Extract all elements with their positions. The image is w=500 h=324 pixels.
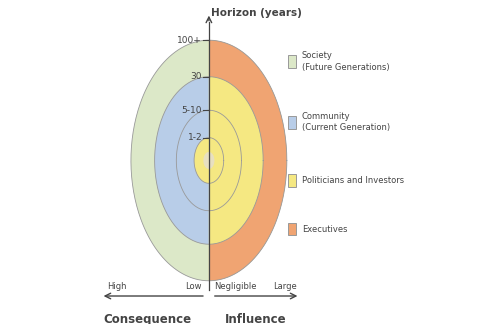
FancyBboxPatch shape: [288, 223, 296, 236]
Text: Horizon (years): Horizon (years): [212, 8, 302, 18]
Polygon shape: [154, 77, 209, 244]
Polygon shape: [209, 110, 242, 211]
Polygon shape: [176, 110, 209, 211]
FancyBboxPatch shape: [288, 174, 296, 187]
Text: Community
(Current Generation): Community (Current Generation): [302, 112, 390, 133]
Text: Politicians and Investors: Politicians and Investors: [302, 176, 404, 185]
Text: 30: 30: [190, 72, 202, 81]
Text: Society
(Future Generations): Society (Future Generations): [302, 52, 390, 72]
Text: 1-2: 1-2: [188, 133, 202, 142]
Polygon shape: [209, 40, 287, 281]
Text: Low: Low: [185, 283, 202, 292]
FancyBboxPatch shape: [288, 55, 296, 68]
Polygon shape: [209, 77, 263, 244]
Text: 5-10: 5-10: [182, 106, 202, 115]
Text: 100+: 100+: [178, 36, 202, 45]
Polygon shape: [194, 138, 224, 183]
Polygon shape: [131, 40, 287, 281]
Polygon shape: [204, 152, 214, 169]
Text: High: High: [107, 283, 126, 292]
Text: Large: Large: [274, 283, 297, 292]
Text: Influence: Influence: [226, 313, 287, 324]
Text: Consequence: Consequence: [104, 313, 192, 324]
Text: Negligible: Negligible: [214, 283, 257, 292]
Text: Executives: Executives: [302, 225, 348, 234]
FancyBboxPatch shape: [288, 116, 296, 129]
